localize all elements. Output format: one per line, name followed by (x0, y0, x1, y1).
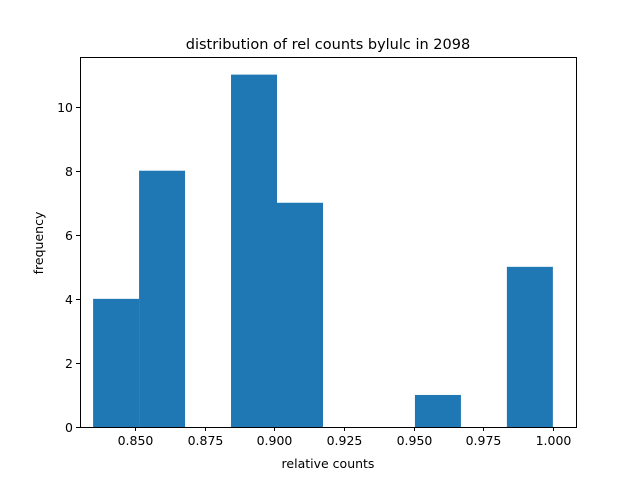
bars-group (93, 74, 553, 427)
y-tick-label-5: 10 (57, 100, 73, 115)
x-tick-label-5: 0.975 (466, 433, 502, 448)
histogram-bar-7 (414, 394, 461, 427)
histogram-bar-9 (506, 266, 553, 427)
chart-title: distribution of rel counts bylulc in 209… (186, 37, 470, 53)
x-tick-label-1: 0.875 (188, 433, 224, 448)
y-axis-label: frequency (31, 211, 46, 274)
histogram-bar-3 (231, 74, 278, 427)
y-tick-label-3: 6 (65, 228, 73, 243)
y-tick-label-4: 8 (65, 164, 73, 179)
x-axis-ticks: 0.850 0.875 0.900 0.925 0.950 0.975 1.000 (118, 427, 572, 448)
x-tick-label-4: 0.950 (397, 433, 433, 448)
histogram-bar-1 (139, 170, 186, 427)
x-tick-label-3: 0.925 (327, 433, 363, 448)
y-tick-label-0: 0 (65, 420, 73, 435)
y-tick-label-1: 2 (65, 356, 73, 371)
x-tick-label-6: 1.000 (536, 433, 572, 448)
x-axis-label: relative counts (282, 456, 375, 471)
y-axis-ticks: 0 2 4 6 8 10 (57, 100, 80, 435)
histogram-bar-4 (277, 202, 323, 427)
plot-frame (80, 57, 577, 428)
y-tick-label-2: 4 (65, 292, 73, 307)
x-tick-label-0: 0.850 (118, 433, 154, 448)
histogram-bar-0 (93, 298, 140, 427)
x-tick-label-2: 0.900 (257, 433, 293, 448)
